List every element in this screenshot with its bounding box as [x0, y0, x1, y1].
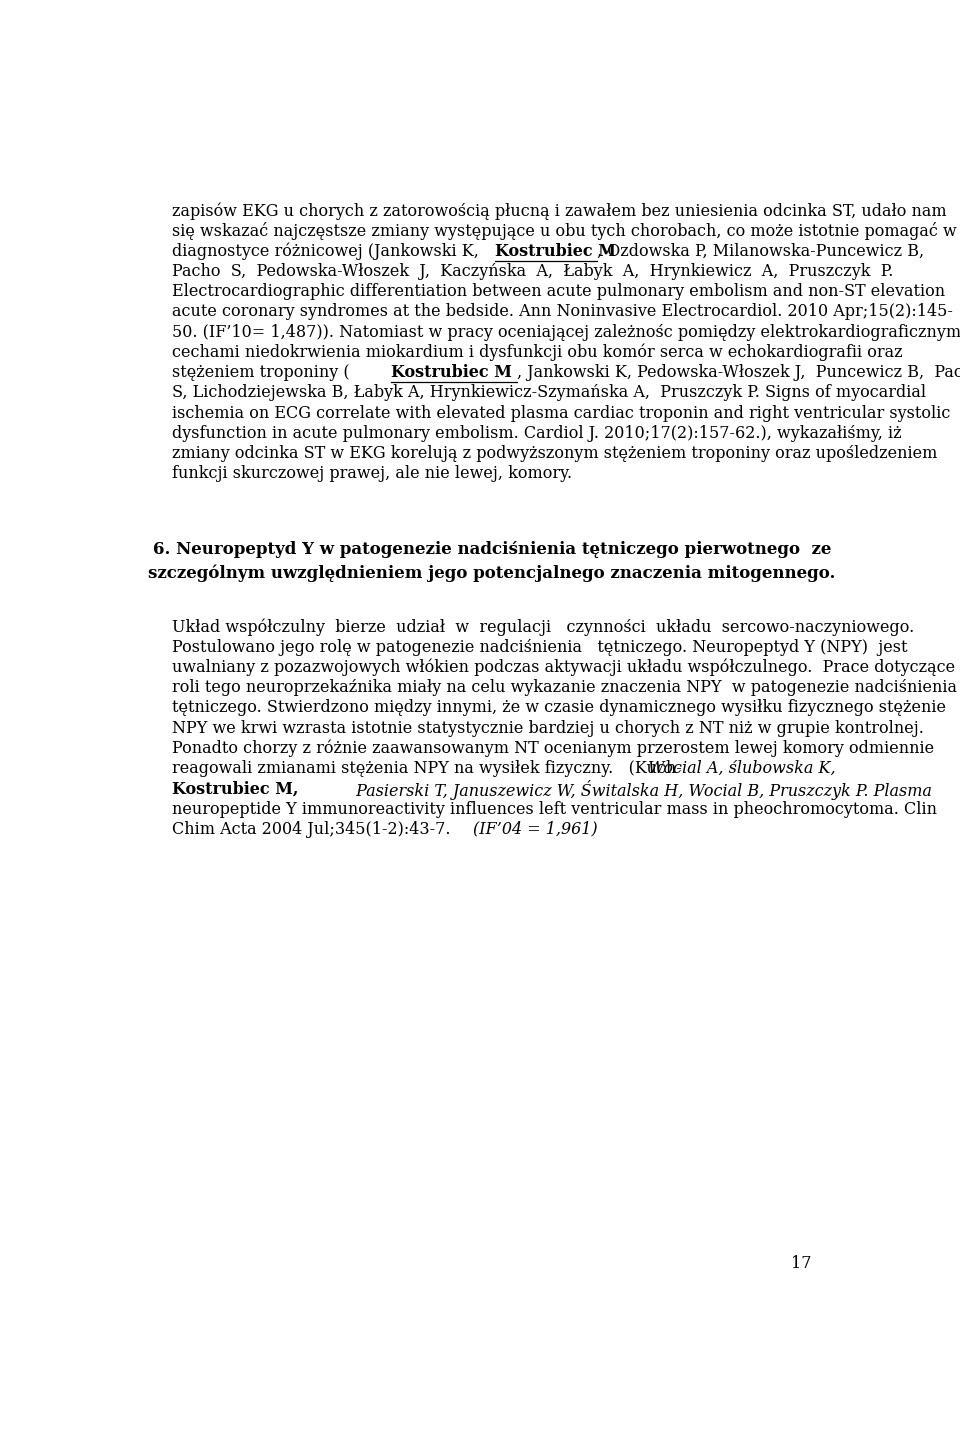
Text: neuropeptide Y immunoreactivity influences left ventricular mass in pheochromocy: neuropeptide Y immunoreactivity influenc…: [172, 800, 937, 817]
Text: tętniczego. Stwierdzono między innymi, że w czasie dynamicznego wysiłku fizyczne: tętniczego. Stwierdzono między innymi, ż…: [172, 700, 947, 716]
Text: Pasierski T, Januszewicz W, Świtalska H, Wocial B, Pruszczyk P. Plasma: Pasierski T, Januszewicz W, Świtalska H,…: [351, 780, 932, 800]
Text: funkcji skurczowej prawej, ale nie lewej, komory.: funkcji skurczowej prawej, ale nie lewej…: [172, 465, 572, 482]
Text: się wskazać najczęstsze zmiany występujące u obu tych chorobach, co może istotni: się wskazać najczęstsze zmiany występują…: [172, 222, 957, 241]
Text: , Ozdowska P, Milanowska-Puncewicz B,: , Ozdowska P, Milanowska-Puncewicz B,: [597, 242, 924, 260]
Text: stężeniem troponiny (: stężeniem troponiny (: [172, 364, 349, 380]
Text: NPY we krwi wzrasta istotnie statystycznie bardziej u chorych z NT niż w grupie : NPY we krwi wzrasta istotnie statystyczn…: [172, 720, 924, 736]
Text: Pacho  S,  Pedowska-Włoszek  J,  Kaczyńska  A,  Łabyk  A,  Hrynkiewicz  A,  Prus: Pacho S, Pedowska-Włoszek J, Kaczyńska A…: [172, 263, 894, 280]
Text: Kostrubiec M: Kostrubiec M: [495, 242, 616, 260]
Text: Ponadto chorzy z różnie zaawansowanym NT ocenianym przerostem lewej komory odmie: Ponadto chorzy z różnie zaawansowanym NT…: [172, 741, 934, 758]
Text: , Jankowski K, Pedowska-Włoszek J,  Puncewicz B,  Pacho: , Jankowski K, Pedowska-Włoszek J, Punce…: [516, 364, 960, 380]
Text: diagnostyce różnicowej (Jankowski K,: diagnostyce różnicowej (Jankowski K,: [172, 242, 484, 260]
Text: Postulowano jego rolę w patogenezie nadciśnienia   tętniczego. Neuropeptyd Y (NP: Postulowano jego rolę w patogenezie nadc…: [172, 639, 907, 656]
Text: Electrocardiographic differentiation between acute pulmonary embolism and non-ST: Electrocardiographic differentiation bet…: [172, 283, 946, 301]
Text: 17: 17: [791, 1255, 812, 1272]
Text: ischemia on ECG correlate with elevated plasma cardiac troponin and right ventri: ischemia on ECG correlate with elevated …: [172, 405, 950, 421]
Text: zapisów EKG u chorych z zatorowością płucną i zawałem bez uniesienia odcinka ST,: zapisów EKG u chorych z zatorowością płu…: [172, 202, 947, 219]
Text: 6. Neuropeptyd Y w patogenezie nadciśnienia tętniczego pierwotnego  ze: 6. Neuropeptyd Y w patogenezie nadciśnie…: [153, 542, 831, 559]
Text: cechami niedokrwienia miokardium i dysfunkcji obu komór serca w echokardiografii: cechami niedokrwienia miokardium i dysfu…: [172, 344, 902, 362]
Text: szczególnym uwzględnieniem jego potencjalnego znaczenia mitogennego.: szczególnym uwzględnieniem jego potencja…: [148, 565, 836, 582]
Text: zmiany odcinka ST w EKG korelują z podwyższonym stężeniem troponiny oraz upośled: zmiany odcinka ST w EKG korelują z podwy…: [172, 444, 938, 462]
Text: Chim Acta 2004 Jul;345(1-2):43-7.: Chim Acta 2004 Jul;345(1-2):43-7.: [172, 820, 456, 838]
Text: uwalniany z pozazwojowych włókien podczas aktywacji układu współczulnego.  Prace: uwalniany z pozazwojowych włókien podcza…: [172, 659, 955, 677]
Text: S, Lichodziejewska B, Łabyk A, Hrynkiewicz-Szymańska A,  Pruszczyk P. Signs of m: S, Lichodziejewska B, Łabyk A, Hrynkiewi…: [172, 385, 926, 401]
Text: (IF’04 = 1,961): (IF’04 = 1,961): [473, 820, 598, 838]
Text: Wocial A, ślubowska K,: Wocial A, ślubowska K,: [648, 759, 836, 777]
Text: reagowali zmianami stężenia NPY na wysiłek fizyczny.   (Kuch-: reagowali zmianami stężenia NPY na wysił…: [172, 759, 682, 777]
Text: dysfunction in acute pulmonary embolism. Cardiol J. 2010;17(2):157-62.), wykazał: dysfunction in acute pulmonary embolism.…: [172, 425, 901, 441]
Text: Kostrubiec M,: Kostrubiec M,: [172, 780, 299, 797]
Text: Układ współczulny  bierze  udział  w  regulacji   czynności  układu  sercowo-nac: Układ współczulny bierze udział w regula…: [172, 619, 914, 636]
Text: roli tego neuroprzekaźnika miały na celu wykazanie znaczenia NPY  w patogenezie : roli tego neuroprzekaźnika miały na celu…: [172, 680, 957, 696]
Text: 50. (IF’10= 1,487)). Natomiast w pracy oceniającej zależnośc pomiędzy elektrokar: 50. (IF’10= 1,487)). Natomiast w pracy o…: [172, 324, 960, 341]
Text: Kostrubiec M: Kostrubiec M: [391, 364, 512, 380]
Text: acute coronary syndromes at the bedside. Ann Noninvasive Electrocardiol. 2010 Ap: acute coronary syndromes at the bedside.…: [172, 303, 953, 321]
